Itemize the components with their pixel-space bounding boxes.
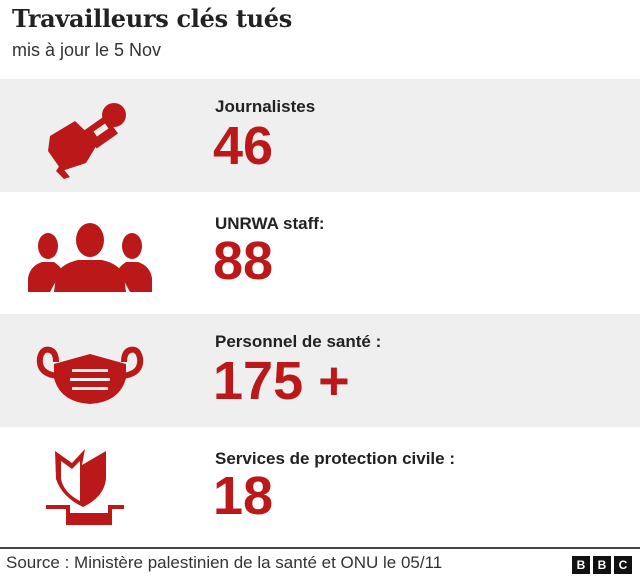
stat-row-civil-defense: Services de protection civile : 18: [0, 427, 640, 540]
stat-value: 175 +: [213, 351, 350, 411]
face-mask-icon: [36, 346, 144, 404]
bbc-logo-letter: C: [614, 556, 632, 574]
page-subtitle: mis à jour le 5 Nov: [12, 40, 162, 60]
stat-row-unrwa: UNRWA staff: 88: [0, 192, 640, 305]
stat-label: Journalistes: [215, 97, 316, 116]
stat-row-health: Personnel de santé : 175 +: [0, 314, 640, 427]
civil-defense-shield-icon: [46, 449, 124, 525]
stat-value: 46: [213, 116, 274, 176]
source-text: Source : Ministère palestinien de la san…: [6, 553, 443, 572]
bbc-logo-letter: B: [572, 556, 590, 574]
stat-label: Services de protection civile :: [215, 449, 455, 468]
stat-label: UNRWA staff:: [215, 214, 325, 233]
microphone-hand-icon: [48, 103, 126, 179]
stat-value: 88: [213, 231, 274, 291]
stat-label: Personnel de santé :: [215, 332, 382, 351]
stat-row-journalists: Journalistes 46: [0, 79, 640, 192]
bbc-logo: B B C: [572, 556, 632, 574]
stat-value: 18: [213, 466, 274, 526]
people-group-icon: [28, 223, 152, 292]
bbc-logo-letter: B: [593, 556, 611, 574]
page-title: Travailleurs clés tués: [12, 4, 292, 33]
footer-divider: [0, 547, 640, 549]
